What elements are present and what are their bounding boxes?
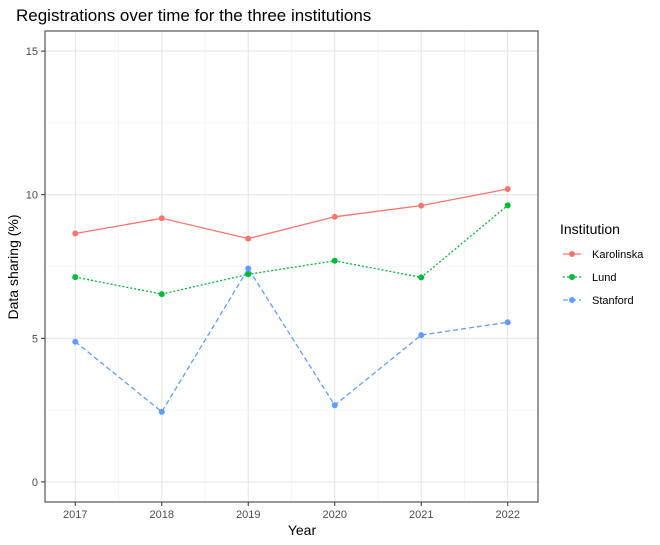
x-tick-label: 2019 [236, 509, 260, 521]
x-tick-label: 2017 [63, 509, 87, 521]
legend-marker-karolinska [569, 251, 575, 257]
plot-area: 2017 2018 2019 2020 2021 2022 0 5 10 15 [26, 30, 539, 521]
y-tick-label: 10 [26, 190, 38, 202]
data-point-stanford [331, 402, 338, 409]
data-point-stanford [418, 332, 425, 339]
x-axis-title: Year [288, 522, 317, 538]
y-tick-label: 5 [32, 333, 38, 345]
legend-label-karolinska: Karolinska [592, 249, 644, 261]
x-tick-label: 2018 [150, 509, 174, 521]
data-point-lund [504, 202, 511, 209]
legend-label-lund: Lund [592, 272, 616, 284]
data-point-karolinska [245, 235, 252, 242]
series-line-karolinska [75, 188, 508, 240]
x-tick-label: 2020 [323, 509, 347, 521]
y-axis-title: Data sharing (%) [5, 214, 21, 319]
series-line-stanford [74, 267, 508, 413]
data-point-stanford [245, 265, 252, 272]
legend-marker-lund [569, 274, 575, 280]
legend-marker-stanford [569, 297, 575, 303]
chart-title: Registrations over time for the three in… [16, 6, 371, 25]
legend: Karolinska Lund Stanford [563, 249, 644, 307]
data-point-lund [158, 291, 165, 298]
data-point-karolinska [418, 202, 425, 209]
data-point-karolinska [331, 213, 338, 220]
legend-label-stanford: Stanford [592, 295, 634, 307]
y-tick-label: 15 [26, 46, 38, 58]
panel-border [44, 30, 539, 503]
data-point-karolinska [158, 215, 165, 222]
data-point-stanford [158, 408, 165, 415]
data-point-lund [331, 257, 338, 264]
x-tick-label: 2022 [495, 509, 519, 521]
data-point-lund [245, 271, 252, 278]
x-tick-label: 2021 [409, 509, 433, 521]
y-tick-label: 0 [32, 477, 38, 489]
data-point-lund [72, 274, 79, 281]
data-point-karolinska [72, 230, 79, 237]
data-point-lund [418, 274, 425, 281]
data-point-karolinska [504, 185, 511, 192]
data-point-stanford [72, 338, 79, 345]
series-line-lund [75, 204, 509, 295]
legend-title: Institution [560, 221, 620, 237]
data-point-stanford [504, 319, 511, 326]
